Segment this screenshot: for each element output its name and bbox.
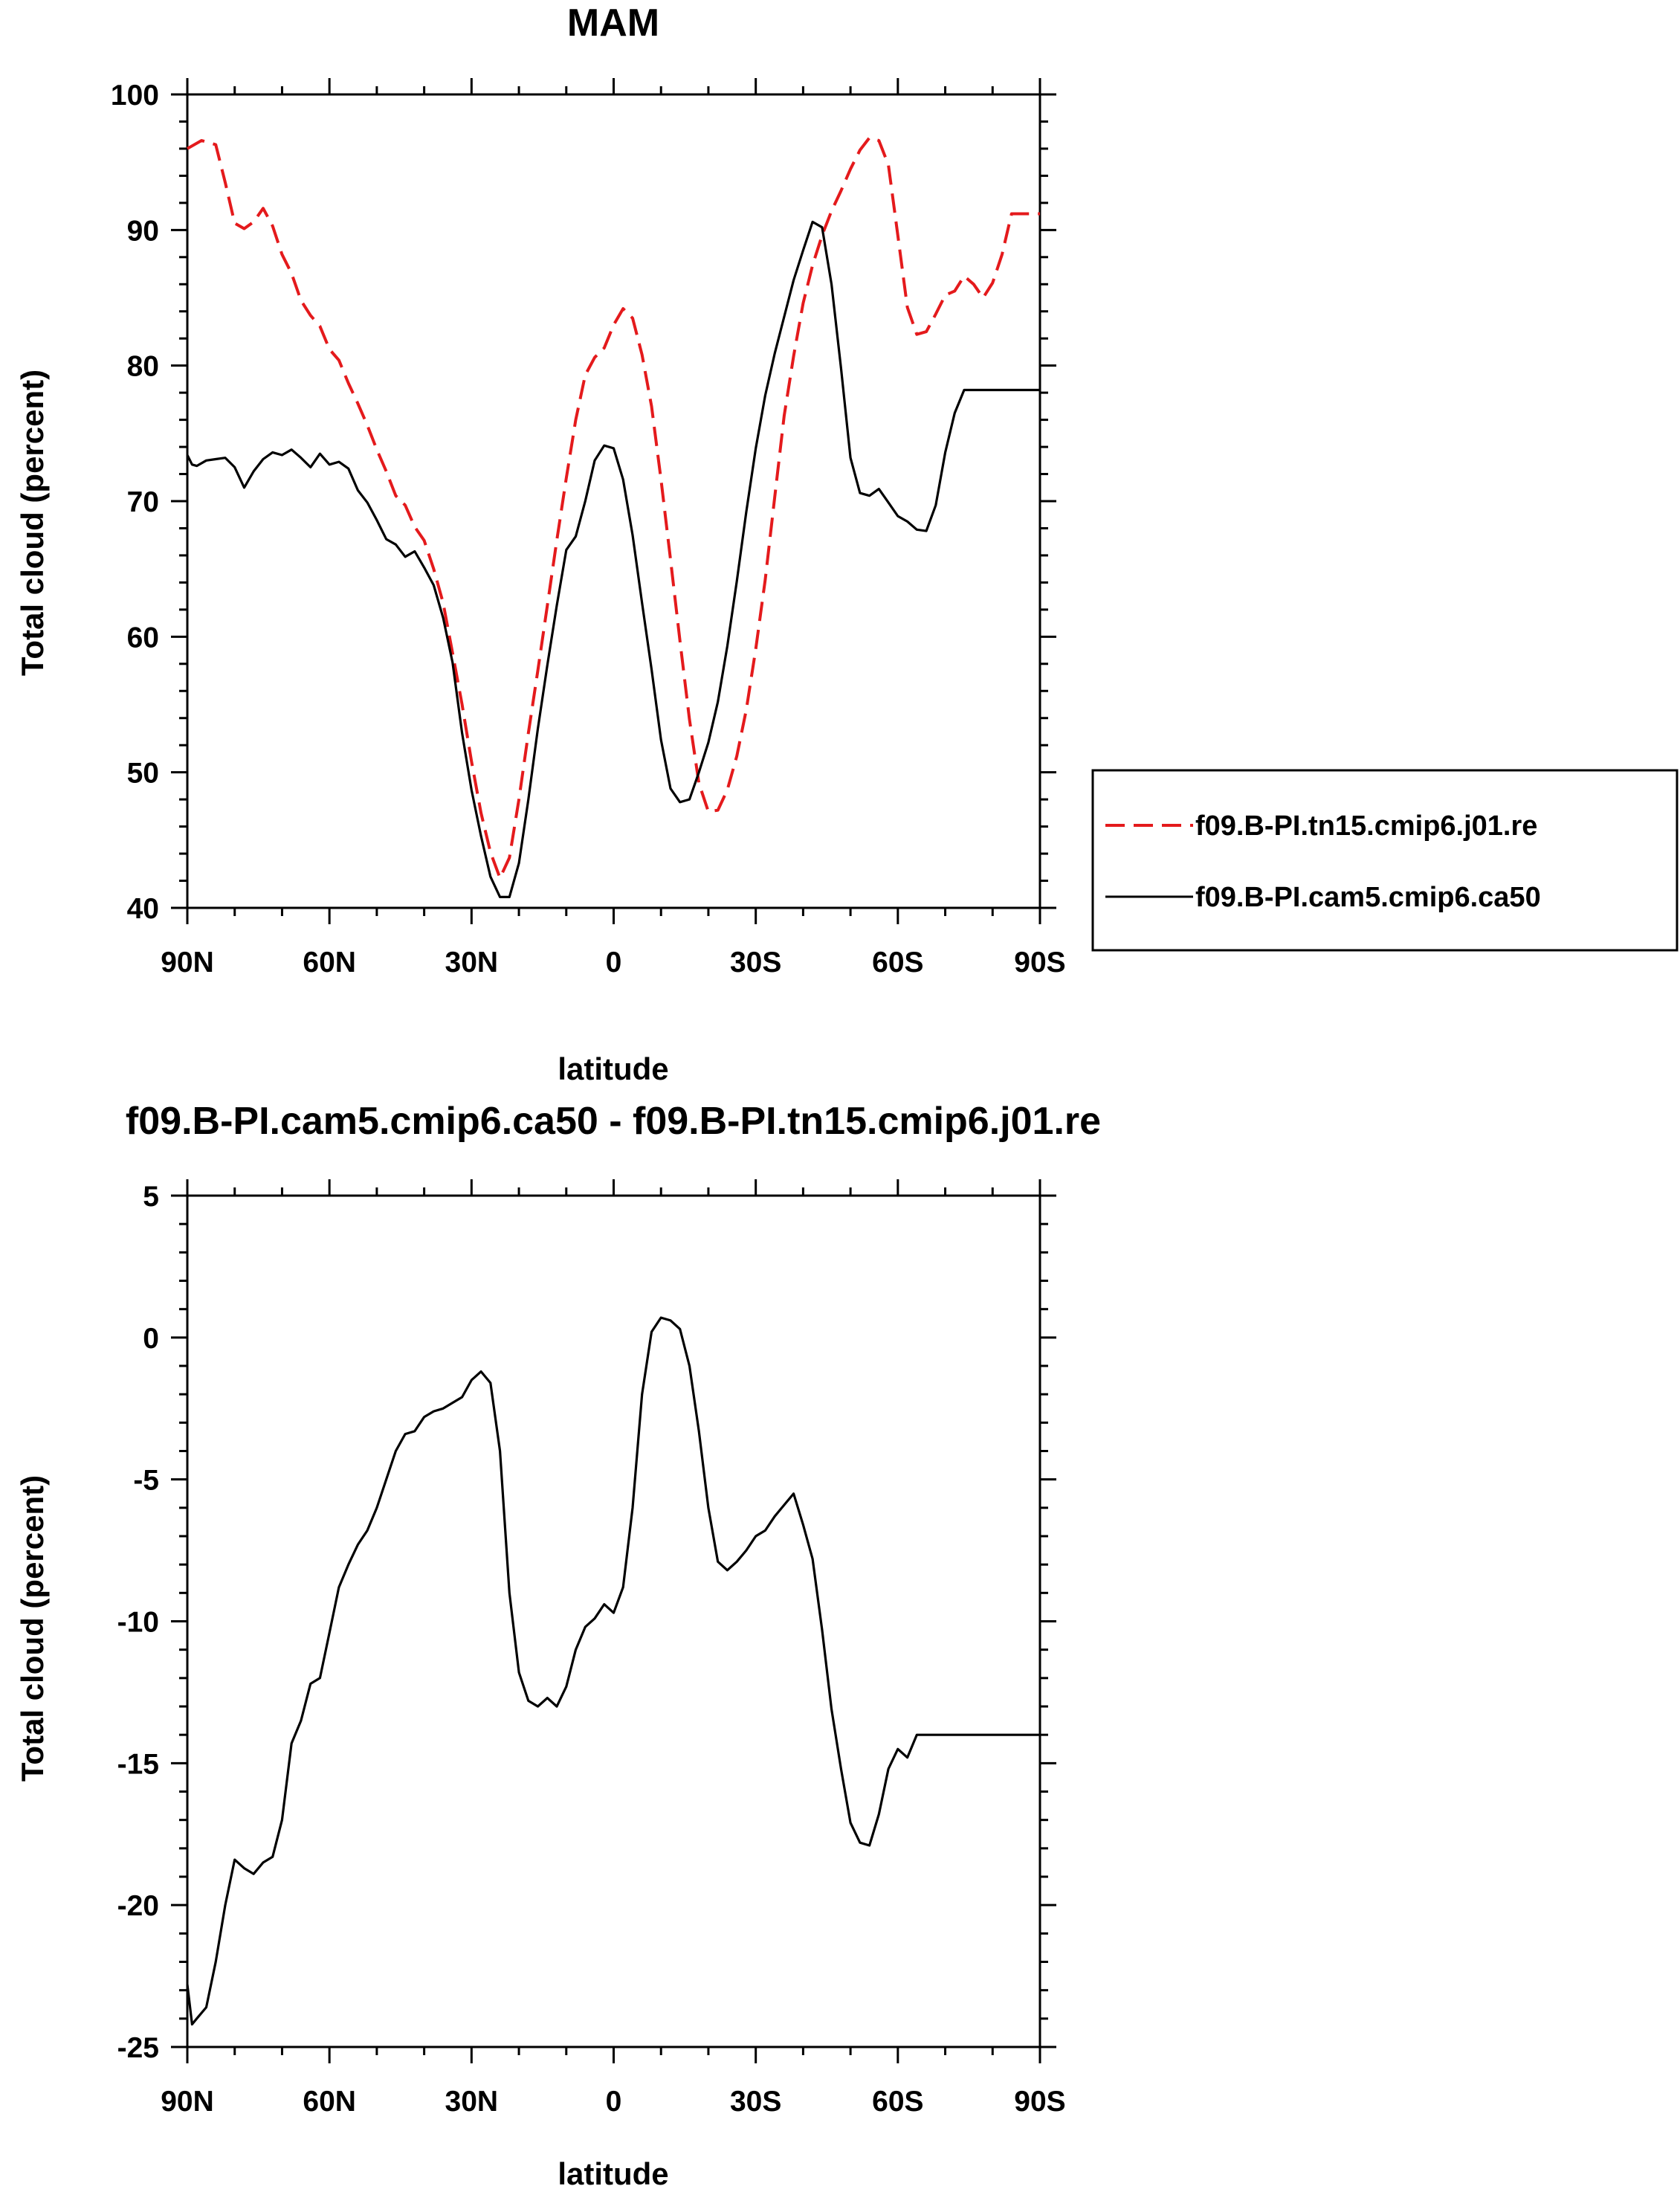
plot-frame	[186, 93, 1041, 909]
y-tick-label: -15	[117, 1748, 159, 1780]
y-tick-label: 40	[127, 893, 159, 925]
series-line-0	[187, 136, 1040, 880]
x-tick-label: 30N	[445, 947, 499, 979]
x-tick-label: 60N	[303, 2086, 356, 2118]
legend-label-tn15: f09.B-PI.tn15.cmip6.j01.re	[1195, 810, 1537, 842]
top-chart: MAM 40 50 60 70 80 90 100 90N 60N 30N 0 30S 60S 90S l…	[15, 1, 1679, 1086]
top-chart-plot-area: 40 50 60 70 80 90 100 90N 60N 30N 0 30S 60S 90S	[111, 78, 1066, 979]
bottom-chart-x-axis-label: latitude	[558, 2156, 668, 2189]
x-tick-label: 60N	[303, 947, 356, 979]
y-tick-label: 100	[111, 80, 159, 112]
series-line-0	[186, 1316, 1040, 2026]
plot-frame	[186, 1194, 1041, 2048]
y-tick-label: 70	[127, 486, 159, 518]
bottom-chart-plot-area: -25 -20 -15 -10 -5 0 5 90N 60N 30N 0 30S 60S 90S	[117, 1179, 1066, 2118]
y-tick-label: -5	[133, 1465, 159, 1497]
legend: f09.B-PI.tn15.cmip6.j01.re f09.B-PI.cam5…	[1091, 769, 1679, 952]
y-tick-label: -25	[117, 2032, 159, 2064]
legend-box	[1091, 769, 1679, 952]
bottom-chart-title: f09.B-PI.cam5.cmip6.ca50 - f09.B-PI.tn15…	[126, 1100, 1101, 1143]
x-tick-label: 90N	[161, 947, 214, 979]
y-tick-label: -10	[117, 1607, 159, 1639]
series-line-1	[186, 220, 1040, 898]
top-chart-x-axis-label: latitude	[558, 1051, 668, 1086]
x-tick-label: 90S	[1014, 947, 1065, 979]
x-tick-label: 30S	[730, 2086, 781, 2118]
top-chart-title: MAM	[567, 1, 659, 45]
top-chart-y-axis-label: Total cloud (percent)	[15, 370, 50, 676]
y-tick-label: 60	[127, 622, 159, 654]
y-tick-label: 5	[143, 1181, 159, 1213]
x-tick-label: 0	[606, 947, 622, 979]
legend-label-cam5: f09.B-PI.cam5.cmip6.ca50	[1195, 882, 1541, 913]
x-tick-label: 60S	[872, 947, 923, 979]
x-tick-label: 90S	[1014, 2086, 1065, 2118]
bottom-chart: f09.B-PI.cam5.cmip6.ca50 - f09.B-PI.tn15…	[15, 1100, 1101, 2189]
bottom-chart-y-axis-label: Total cloud (percent)	[15, 1475, 50, 1782]
y-tick-label: 50	[127, 758, 159, 790]
y-tick-label: 0	[143, 1323, 159, 1355]
y-tick-label: -20	[117, 1890, 159, 1922]
x-tick-label: 30N	[445, 2086, 499, 2118]
x-tick-label: 30S	[730, 947, 781, 979]
y-tick-label: 80	[127, 351, 159, 383]
y-tick-label: 90	[127, 215, 159, 247]
x-tick-label: 0	[606, 2086, 622, 2118]
x-tick-label: 60S	[872, 2086, 923, 2118]
x-tick-label: 90N	[161, 2086, 214, 2118]
